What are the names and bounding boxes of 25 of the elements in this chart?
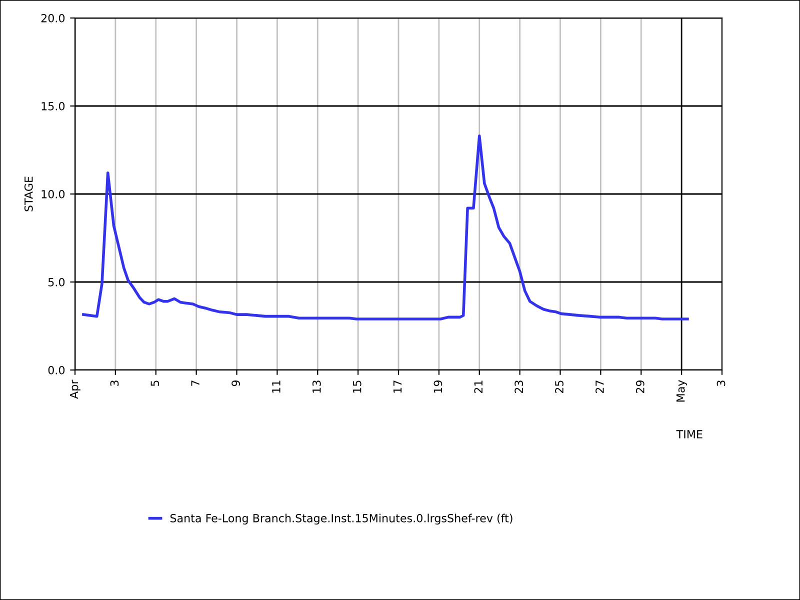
x-tick-label: Apr xyxy=(70,380,80,399)
x-tick-label: May xyxy=(676,380,687,402)
x-tick-label: 11 xyxy=(272,380,280,393)
x-axis-title: TIME xyxy=(676,430,702,438)
x-tick-label: 15 xyxy=(353,380,362,393)
x-tick-label: 13 xyxy=(312,380,321,393)
x-tick-label: 17 xyxy=(393,380,402,393)
x-tick-label: 3 xyxy=(716,380,726,386)
x-tick-label: 27 xyxy=(596,380,604,394)
x-tick-label: 3 xyxy=(110,380,119,386)
x-tick-label: 7 xyxy=(191,380,200,386)
x-tick-label: 19 xyxy=(434,380,442,393)
x-tick-label: 21 xyxy=(474,380,482,394)
x-tick-label: 9 xyxy=(232,380,240,386)
x-tick-label: 5 xyxy=(150,380,160,386)
x-tick-label: 23 xyxy=(514,380,524,394)
y-tick-label: 0.0 xyxy=(48,366,65,374)
y-tick-label: 20.0 xyxy=(41,14,65,22)
legend-label: Santa Fe-Long Branch.Stage.Inst.15Minutes.0.lrgsShef-rev (ft) xyxy=(170,514,512,525)
y-axis-title: STAGE xyxy=(24,176,33,212)
y-tick-label: 10.0 xyxy=(42,190,65,198)
x-tick-label: 25 xyxy=(555,380,564,394)
y-tick-label: 15.0 xyxy=(42,102,65,110)
x-tick-label: 29 xyxy=(636,380,644,394)
y-tick-label: 5.0 xyxy=(48,278,65,286)
